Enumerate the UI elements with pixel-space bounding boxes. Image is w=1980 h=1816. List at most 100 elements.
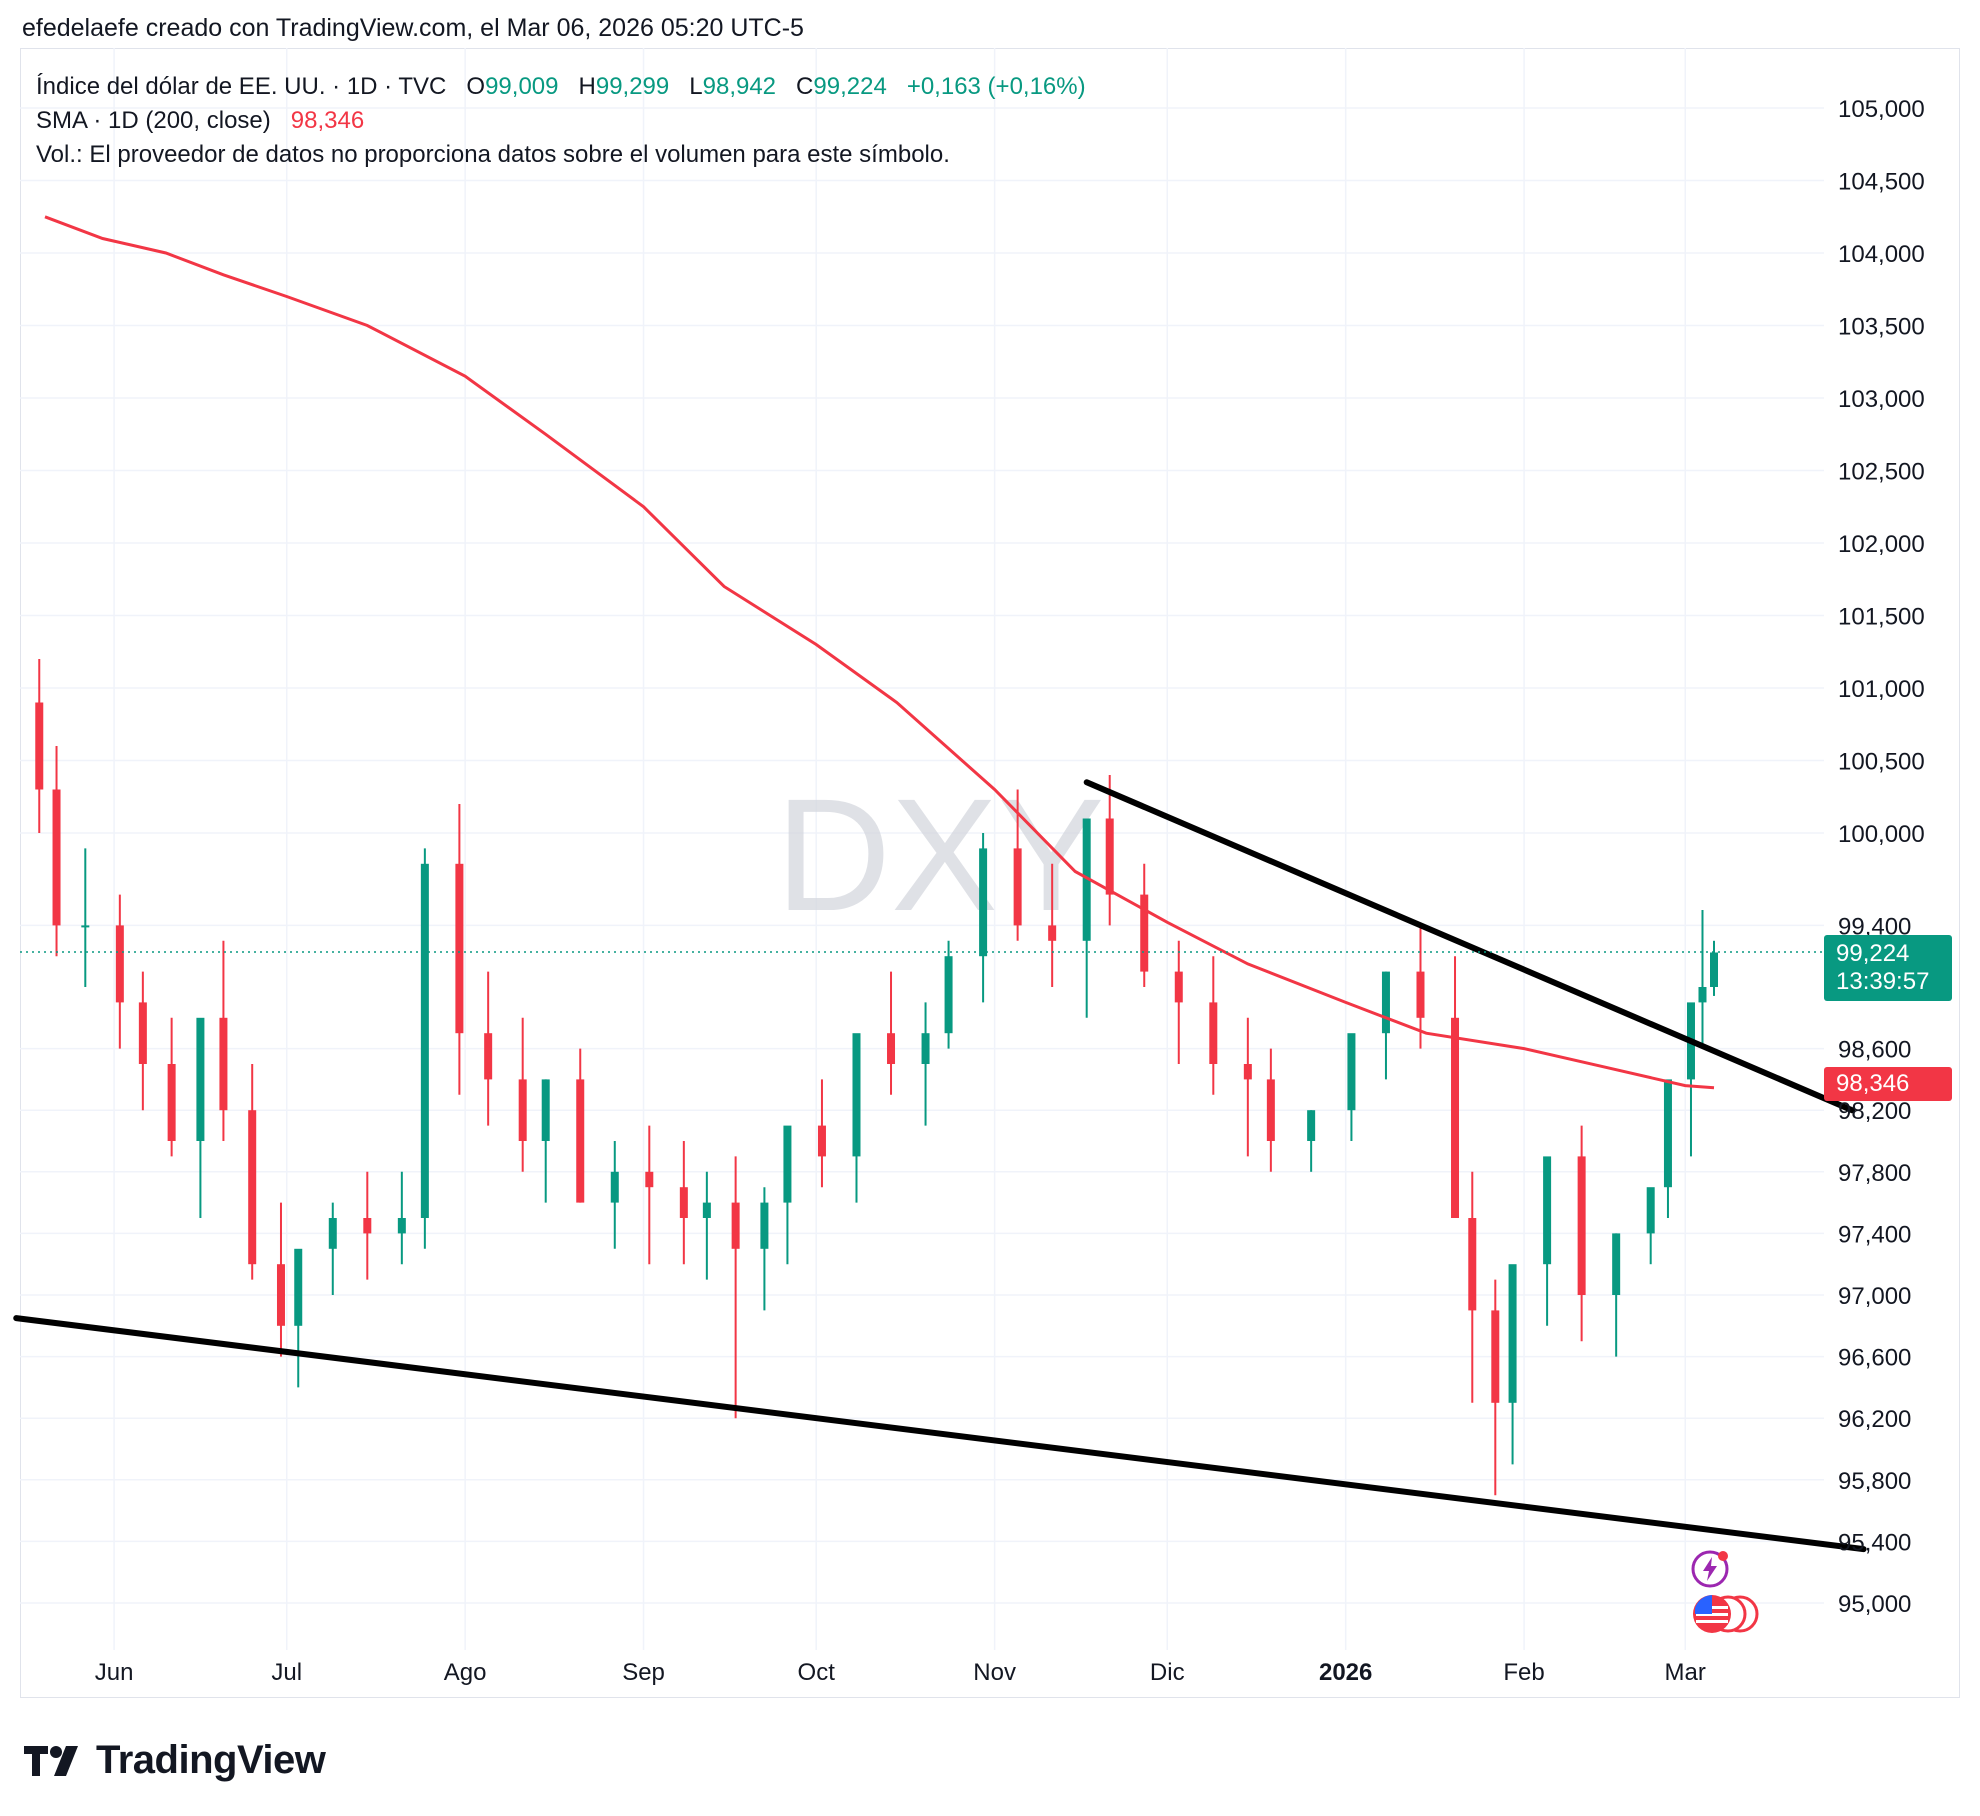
y-axis-label: 95,800 <box>1838 1468 1911 1495</box>
candle-body <box>1491 1310 1500 1403</box>
candle-body <box>1381 971 1390 1034</box>
candle-body <box>1013 848 1022 926</box>
candle-body <box>817 1125 826 1157</box>
candle-body <box>518 1079 527 1141</box>
x-axis-label: Nov <box>973 1659 1016 1686</box>
symbol-name: Índice del dólar de EE. UU. · 1D · TVC <box>36 73 447 100</box>
trendlines[interactable] <box>13 779 1867 1553</box>
sma-legend-row[interactable]: SMA · 1D (200, close) 98,346 <box>36 104 1086 138</box>
candle-body <box>944 956 953 1034</box>
y-axis-label: 101,500 <box>1838 604 1925 631</box>
candle-body <box>1243 1064 1252 1080</box>
y-axis-label: 102,000 <box>1838 531 1925 558</box>
candle-body <box>1646 1187 1655 1234</box>
y-axis-label: 101,000 <box>1838 676 1925 703</box>
chart-frame <box>20 48 1960 1698</box>
y-axis-label: 102,500 <box>1838 459 1925 486</box>
x-axis-label: Dic <box>1150 1659 1185 1686</box>
candle-body <box>328 1218 337 1249</box>
y-axis-label: 104,500 <box>1838 169 1925 196</box>
sma-label: SMA · 1D (200, close) <box>36 107 271 134</box>
y-axis-label: 100,000 <box>1838 821 1925 848</box>
candle-body <box>731 1202 740 1249</box>
candle-body <box>979 848 988 957</box>
axes: 105,000 104,500 104,000 103,500 103,000 102,5… <box>95 96 1925 1686</box>
y-axis-label: 97,800 <box>1838 1160 1911 1187</box>
high-value: 99,299 <box>595 73 670 100</box>
candle-body <box>1105 818 1114 895</box>
volume-legend-row[interactable]: Vol.: El proveedor de datos no proporcio… <box>36 138 1086 172</box>
candle-body <box>541 1079 550 1141</box>
sma-value: 98,346 <box>290 107 365 134</box>
y-axis-label: 96,600 <box>1838 1345 1911 1372</box>
support-trendline[interactable] <box>13 1315 1867 1553</box>
x-axis-label: Sep <box>622 1659 665 1686</box>
candle-body <box>610 1171 619 1203</box>
volume-note: Vol.: El proveedor de datos no proporcio… <box>36 141 950 168</box>
candle-body <box>35 702 44 790</box>
x-axis-label: 2026 <box>1319 1659 1372 1686</box>
candle-body <box>1710 952 1718 987</box>
candle-body <box>420 863 429 1218</box>
us-flag-event-icon[interactable] <box>1690 1593 1760 1640</box>
candle-body <box>921 1033 930 1064</box>
candle-body <box>248 1110 257 1265</box>
close-value: 99,224 <box>813 73 887 100</box>
y-axis-label: 95,400 <box>1838 1529 1911 1556</box>
candle-body <box>167 1064 176 1141</box>
candle-body <box>1663 1079 1672 1188</box>
candle-body <box>1508 1264 1517 1403</box>
candle-body <box>397 1218 406 1234</box>
y-axis-label: 97,400 <box>1838 1221 1911 1248</box>
candle-body <box>276 1264 285 1326</box>
chart-legend: Índice del dólar de EE. UU. · 1D · TVC O… <box>36 70 1086 172</box>
sma-price-tag: 98,346 <box>1824 1067 1952 1101</box>
candle-body <box>1416 971 1425 1018</box>
x-axis-label: Oct <box>798 1659 836 1686</box>
tradingview-logo-icon <box>24 1745 78 1776</box>
tradingview-brand[interactable]: TradingView <box>24 1738 326 1783</box>
open-label: O <box>466 73 486 100</box>
candle-body <box>1082 818 1091 941</box>
y-axis-label: 105,000 <box>1838 96 1925 123</box>
y-axis-label: 95,000 <box>1838 1591 1911 1618</box>
x-axis-label: Feb <box>1503 1659 1544 1686</box>
candle-body <box>81 925 90 928</box>
candle-body <box>219 1017 228 1111</box>
candle-body <box>1307 1110 1316 1141</box>
candle-body <box>484 1033 493 1080</box>
candle-body <box>783 1125 792 1203</box>
candle-body <box>760 1202 769 1249</box>
candle-body <box>1468 1218 1477 1311</box>
candle-body <box>455 863 464 1034</box>
candle-body <box>115 925 124 1003</box>
bar-countdown: 13:39:57 <box>1836 968 1930 995</box>
lightning-event-icon[interactable] <box>1690 1549 1730 1594</box>
x-axis-label: Mar <box>1665 1659 1706 1686</box>
candle-body <box>852 1033 861 1157</box>
close-label: C <box>796 73 814 100</box>
grid <box>20 48 1824 1650</box>
y-axis-label: 103,500 <box>1838 314 1925 341</box>
y-axis-label: 103,000 <box>1838 386 1925 413</box>
candle-body <box>1140 894 1149 972</box>
resistance-trendline[interactable] <box>1083 779 1856 1114</box>
chart-attribution: efedelaefe creado con TradingView.com, e… <box>22 14 804 42</box>
candle-body <box>196 1017 205 1141</box>
candle-body <box>1347 1033 1356 1111</box>
symbol-watermark: DXY <box>776 765 1105 944</box>
candle-body <box>1698 987 1707 1003</box>
x-axis-label: Ago <box>444 1659 487 1686</box>
candle-body <box>1451 1017 1460 1218</box>
candle-body <box>294 1248 303 1326</box>
y-axis-label: 100,500 <box>1838 749 1925 776</box>
candles <box>35 659 1718 1496</box>
symbol-legend-row[interactable]: Índice del dólar de EE. UU. · 1D · TVC O… <box>36 70 1086 104</box>
candle-body <box>576 1079 585 1203</box>
candle-body <box>645 1171 654 1188</box>
x-axis-label: Jul <box>271 1659 302 1686</box>
y-axis-label: 98,200 <box>1838 1098 1911 1125</box>
candle-body <box>1048 925 1057 941</box>
low-label: L <box>689 73 703 100</box>
